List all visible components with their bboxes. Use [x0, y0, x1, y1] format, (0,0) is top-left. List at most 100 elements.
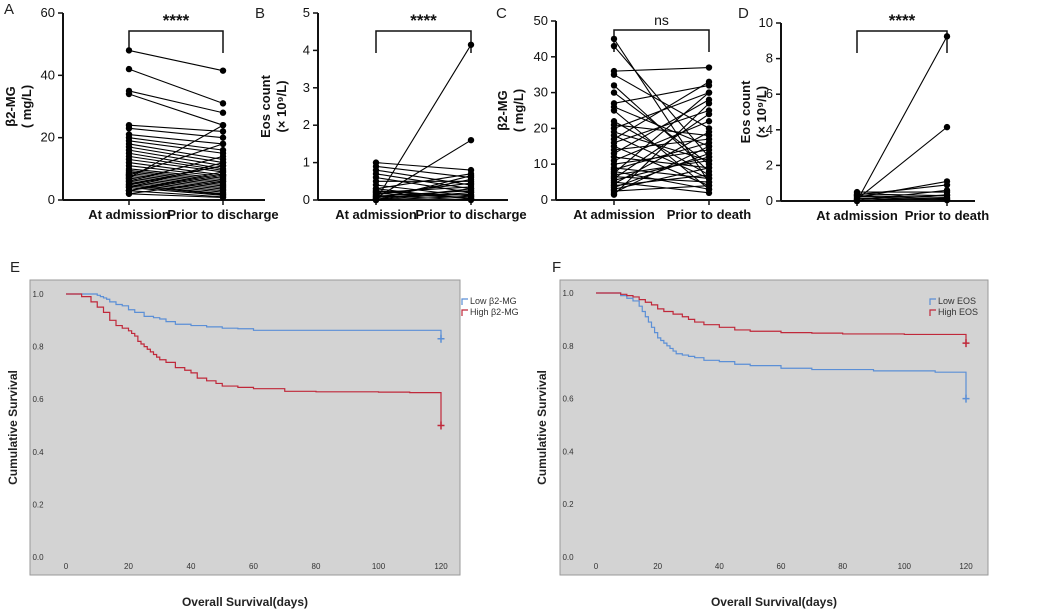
panel-a-label: A — [4, 1, 14, 18]
panel-b-pair-line — [375, 162, 472, 171]
panel-c-point-before — [610, 135, 618, 143]
panel-e-y-tick-label: 0.4 — [32, 448, 44, 457]
panel-a-pair-line — [128, 93, 224, 126]
panel-a-point-before — [125, 125, 133, 132]
panel-a-point-after — [219, 67, 227, 74]
panel-c-point-before — [610, 118, 618, 125]
panel-f-series-low-censor-mark — [962, 394, 970, 403]
panel-d-y-tick-label: 10 — [759, 15, 773, 30]
panel-e-legend-label: High β2-MG — [470, 307, 519, 317]
panel-d-y-axis-unit: (× 10⁹/L) — [754, 86, 769, 138]
panel-c-point-after — [705, 150, 713, 157]
panel-a-pair-line — [128, 140, 224, 154]
panel-a-y-tick-label: 0 — [48, 192, 55, 207]
panel-a-significance-label: **** — [163, 11, 190, 30]
panel-b-point-before — [372, 196, 380, 204]
panel-c-pair-line — [613, 185, 710, 192]
panel-c-x-category-label: Prior to death — [667, 207, 752, 222]
panel-b-pair-line — [375, 178, 472, 199]
panel-e-series-high-curve — [66, 293, 442, 426]
panel-f-x-tick-label: 100 — [898, 562, 912, 571]
panel-a-y-tick-label: 40 — [41, 67, 55, 82]
panel-c-y-tick-label: 20 — [534, 120, 548, 135]
panel-b-pair-line — [375, 194, 472, 201]
panel-e-plot-area — [29, 279, 461, 576]
panel-c-point-after — [705, 110, 713, 118]
panel-c-pair-line — [613, 131, 710, 185]
panel-b-pair-line — [375, 188, 472, 200]
panel-e-legend-label: Low β2-MG — [470, 296, 517, 306]
panel-f-y-tick-label: 1.0 — [562, 289, 574, 298]
panel-c-pair-line — [613, 142, 710, 171]
panel-e-x-axis-title: Overall Survival(days) — [182, 595, 308, 609]
panel-f-y-tick-label: 0.0 — [562, 553, 574, 562]
panel-c-point-after — [705, 182, 713, 189]
panel-e-legend-swatch — [461, 309, 468, 316]
panel-c-point-before — [610, 35, 618, 43]
panel-f-y-axis-title: Cumulative Survival — [535, 370, 549, 485]
panel-c-significance-label: ns — [654, 12, 669, 28]
panel-a-point-after — [219, 194, 227, 201]
panel-a-point-after — [219, 162, 227, 169]
panel-c-point-before — [610, 191, 618, 198]
panel-f-y-tick-label: 0.2 — [562, 500, 574, 509]
panel-e-label: E — [10, 259, 20, 276]
panel-f-x-tick-label: 60 — [777, 562, 786, 571]
panel-f-legend-swatch — [929, 298, 936, 305]
panel-b-y-tick-label: 5 — [303, 5, 310, 20]
panel-c-pair-line — [613, 66, 710, 72]
panel-c-x-category-label: At admission — [573, 207, 655, 222]
panel-d-x-category-label: At admission — [816, 208, 898, 223]
panel-b-y-tick-label: 4 — [303, 42, 310, 57]
panel-d-point-after — [943, 33, 951, 40]
panel-a-pair-line — [128, 165, 224, 185]
panel-c-label: C — [496, 5, 507, 22]
panel-e-series-low-censor-mark — [437, 334, 445, 343]
panel-a-pair-line — [128, 155, 224, 171]
panel-a-y-tick-label: 60 — [41, 5, 55, 20]
panel-e-y-tick-label: 1.0 — [32, 290, 44, 299]
panel-e-x-tick-label: 80 — [312, 562, 321, 571]
panel-a-significance-bracket — [128, 30, 224, 53]
panel-c-pair-line — [613, 174, 710, 187]
panel-d-y-tick-label: 0 — [766, 193, 773, 208]
panel-f-x-tick-label: 40 — [715, 562, 724, 571]
panel-a-point-after — [219, 100, 227, 107]
panel-a-pair-line — [128, 149, 224, 167]
panel-e-x-tick-label: 40 — [187, 562, 196, 571]
panel-f-y-tick-label: 0.4 — [562, 447, 574, 456]
panel-c-pair-line — [613, 74, 710, 129]
panel-e-x-tick-label: 100 — [372, 562, 386, 571]
panel-c-pair-line — [613, 81, 710, 140]
panel-c-y-tick-label: 50 — [534, 13, 548, 28]
panel-a-point-after — [219, 134, 227, 141]
panel-a-pair-line — [128, 171, 224, 182]
panel-a-pair-line — [128, 90, 224, 114]
panel-f-x-tick-label: 80 — [838, 562, 847, 571]
panel-a-point-before — [125, 190, 133, 197]
panel-f-x-tick-label: 20 — [653, 562, 662, 571]
panel-b-significance-label: **** — [410, 11, 437, 30]
panel-c-pair-line — [613, 160, 710, 176]
panel-c-point-after — [705, 89, 713, 96]
panel-d-y-tick-label: 2 — [766, 157, 773, 172]
panel-f-series-low-curve — [596, 292, 967, 399]
panel-a-pair-line — [128, 183, 224, 195]
panel-a-pair-line — [128, 127, 224, 139]
panel-f-series-high-censor-mark — [962, 339, 970, 348]
panel-a-y-tick-label: 20 — [41, 130, 55, 145]
panel-a-x-category-label: Prior to discharge — [167, 207, 278, 222]
panel-d-point-after — [943, 191, 951, 198]
panel-e-y-tick-label: 0.2 — [32, 500, 44, 509]
panel-b-point-after — [467, 172, 475, 179]
panel-c-pair-line — [613, 106, 710, 147]
panel-c-point-before — [610, 128, 618, 136]
panel-c-point-before — [610, 89, 618, 96]
panel-a-pair-line — [128, 158, 224, 173]
panel-b-y-tick-label: 1 — [303, 155, 310, 170]
panel-a-pair-line — [128, 49, 224, 72]
panel-a-point-after — [219, 171, 227, 179]
panel-b-significance-bracket — [375, 30, 472, 53]
